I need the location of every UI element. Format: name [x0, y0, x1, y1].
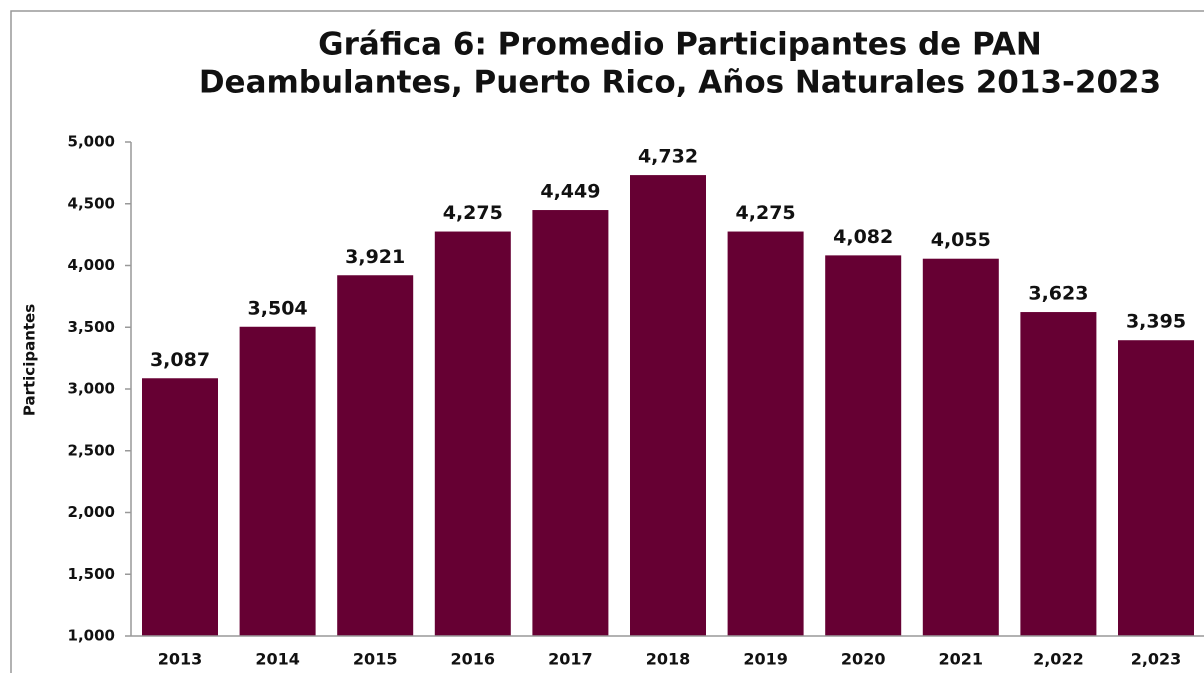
x-tick-label: 2017 [548, 650, 593, 669]
bar [825, 255, 902, 637]
y-tick-label: 2,500 [68, 441, 115, 459]
y-tick-label: 5,000 [68, 133, 115, 151]
x-tick-label: 2016 [451, 650, 496, 669]
bar [337, 275, 414, 636]
bar [922, 258, 999, 636]
value-label: 4,275 [736, 202, 796, 224]
chart-title: Deambulantes, Puerto Rico, Años Naturale… [199, 65, 1161, 101]
y-tick-label: 1,000 [68, 627, 115, 645]
value-label: 4,732 [638, 146, 698, 168]
x-tick-label: 2014 [255, 650, 300, 669]
y-tick-label: 3,000 [68, 380, 115, 398]
chart-title: Gráfica 6: Promedio Participantes de PAN [318, 27, 1042, 63]
bar [630, 175, 706, 636]
x-tick-label: 2020 [841, 650, 886, 669]
x-tick-label: 2015 [353, 650, 398, 669]
bar [142, 378, 218, 636]
value-label: 3,087 [150, 349, 210, 371]
frame [10, 10, 1204, 673]
x-tick-label: 2,022 [1033, 650, 1084, 669]
bar [1020, 312, 1097, 636]
y-axis-label: Participantes [21, 304, 39, 416]
y-tick-label: 4,500 [68, 194, 115, 212]
value-label: 3,921 [345, 246, 405, 268]
x-tick-label: 2018 [646, 650, 691, 669]
value-label: 4,082 [833, 226, 893, 248]
y-tick-label: 3,500 [68, 318, 115, 336]
bar [532, 210, 609, 636]
x-tick-label: 2021 [939, 650, 984, 669]
y-tick-label: 2,000 [68, 503, 115, 521]
bar [727, 231, 804, 636]
y-tick-label: 4,000 [68, 256, 115, 274]
value-label: 3,504 [248, 297, 308, 319]
x-tick-label: 2,023 [1131, 650, 1182, 669]
value-label: 4,275 [443, 202, 503, 224]
x-tick-label: 2013 [158, 650, 203, 669]
bar [1118, 340, 1194, 636]
value-label: 4,055 [931, 229, 991, 251]
bar [434, 231, 511, 636]
bar [239, 326, 316, 636]
y-tick-label: 1,500 [68, 565, 115, 583]
value-label: 3,395 [1126, 311, 1186, 333]
x-tick-label: 2019 [743, 650, 788, 669]
value-label: 3,623 [1028, 283, 1088, 305]
value-label: 4,449 [540, 181, 600, 203]
